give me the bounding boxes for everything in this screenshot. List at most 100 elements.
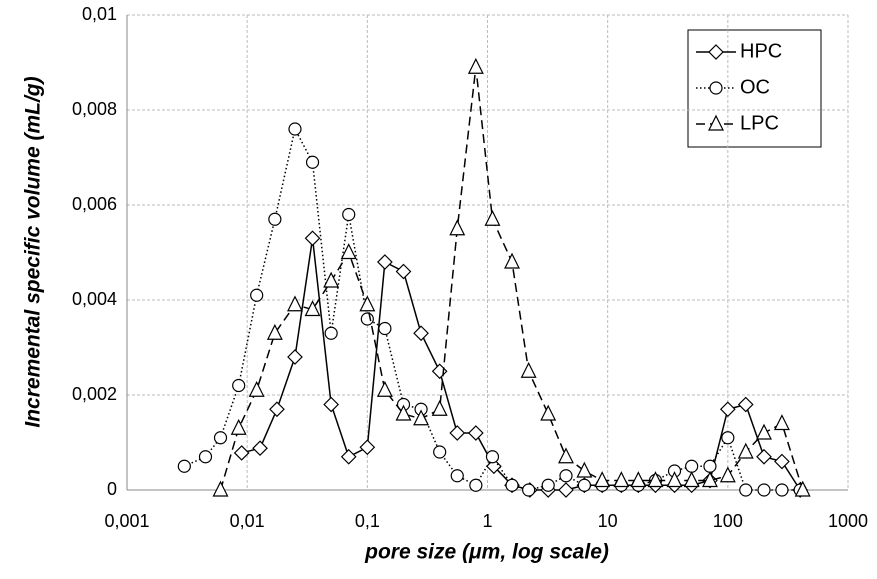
marker <box>630 471 647 488</box>
marker <box>340 448 357 465</box>
y-tick-label: 0 <box>107 479 117 499</box>
x-tick-label: 100 <box>713 511 743 531</box>
marker <box>469 478 483 492</box>
legend-label: OC <box>740 76 770 98</box>
marker <box>775 483 789 497</box>
legend-label: LPC <box>740 112 779 134</box>
x-tick-label: 1000 <box>828 511 868 531</box>
marker <box>177 459 191 473</box>
x-axis-title: pore size (μm, log scale) <box>364 541 609 564</box>
marker <box>449 219 466 236</box>
marker <box>212 480 229 497</box>
y-axis-title: Incremental specific volume (mL/g) <box>22 76 45 427</box>
marker <box>504 252 520 269</box>
legend-marker <box>709 81 723 95</box>
y-tick-label: 0,008 <box>72 99 117 119</box>
marker <box>377 254 393 270</box>
marker <box>340 243 357 260</box>
x-tick-label: 0,01 <box>230 511 265 531</box>
marker <box>252 440 268 457</box>
marker <box>613 471 630 488</box>
marker <box>198 450 213 464</box>
marker <box>378 321 392 336</box>
marker <box>304 230 321 247</box>
marker <box>719 401 736 418</box>
marker <box>541 478 555 492</box>
marker <box>558 447 574 464</box>
y-tick-label: 0,002 <box>72 384 117 404</box>
marker <box>737 396 754 413</box>
marker <box>774 453 790 470</box>
marker <box>773 414 790 431</box>
marker <box>232 378 246 393</box>
marker <box>701 471 718 488</box>
marker <box>577 478 591 492</box>
marker <box>376 380 393 397</box>
marker <box>683 471 700 488</box>
marker <box>450 469 464 483</box>
marker <box>559 469 573 483</box>
marker <box>323 396 340 413</box>
marker <box>468 425 484 441</box>
marker <box>305 155 320 169</box>
marker <box>304 300 321 317</box>
x-tick-label: 1 <box>482 511 492 531</box>
marker <box>522 483 536 497</box>
marker <box>484 209 501 226</box>
legend-marker <box>708 44 724 60</box>
marker <box>287 295 303 312</box>
y-tick-label: 0,01 <box>82 4 117 24</box>
marker <box>359 295 376 312</box>
marker <box>520 361 537 378</box>
legend-label: HPC <box>740 40 782 62</box>
marker <box>395 404 412 421</box>
marker <box>467 57 484 74</box>
marker <box>324 326 338 340</box>
marker <box>213 431 228 445</box>
x-tick-label: 10 <box>598 511 618 531</box>
x-tick-label: 0,1 <box>355 511 380 531</box>
marker <box>413 409 430 426</box>
marker <box>594 471 611 488</box>
marker <box>558 482 574 498</box>
marker <box>323 271 340 288</box>
marker <box>233 445 250 461</box>
x-tick-label: 0,001 <box>104 511 149 531</box>
y-tick-label: 0,004 <box>72 289 117 309</box>
marker <box>248 380 265 397</box>
marker <box>449 425 466 441</box>
marker <box>505 478 519 492</box>
marker <box>431 363 448 380</box>
marker <box>269 401 285 418</box>
marker <box>431 399 448 416</box>
marker <box>647 471 664 488</box>
series-line <box>184 126 801 491</box>
marker <box>540 404 557 421</box>
marker <box>719 466 736 483</box>
marker <box>395 263 412 280</box>
marker <box>287 349 303 365</box>
marker <box>756 423 772 440</box>
legend-marker <box>708 114 724 131</box>
marker <box>413 325 429 342</box>
marker <box>360 312 374 326</box>
marker <box>266 323 283 340</box>
y-tick-label: 0,006 <box>72 194 117 214</box>
marker <box>433 445 447 459</box>
marker <box>342 207 356 222</box>
marker <box>230 418 247 435</box>
marker <box>359 439 376 456</box>
marker <box>268 212 282 226</box>
marker <box>486 458 502 475</box>
marker <box>288 122 302 136</box>
marker <box>576 461 593 478</box>
marker <box>737 442 754 459</box>
marker <box>721 431 735 445</box>
marker <box>739 483 753 497</box>
marker <box>666 471 683 488</box>
marker <box>756 448 772 465</box>
marker <box>757 483 771 497</box>
marker <box>250 288 264 302</box>
marker <box>703 459 717 473</box>
